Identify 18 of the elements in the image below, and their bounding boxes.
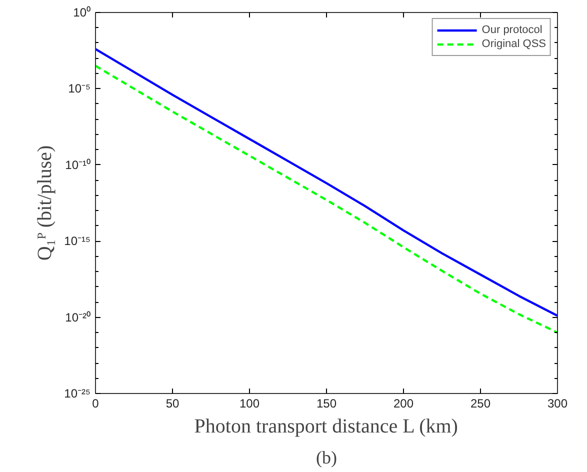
y-tick-label: 10⁻¹⁵ xyxy=(64,234,91,248)
text: (b) xyxy=(316,448,338,468)
x-tick-label: 250 xyxy=(470,396,491,410)
y-axis-title: Q₁ᴾ (bit/pluse) xyxy=(34,145,56,261)
x-tick-label: 300 xyxy=(547,396,568,410)
y-tick-label: 10⁻²⁵ xyxy=(64,386,91,400)
x-tick-label: 200 xyxy=(393,396,414,410)
x-axis-title: Photon transport distance L (km) xyxy=(194,416,458,438)
y-tick-label: 10⁻²⁰ xyxy=(65,310,90,324)
x-tick-label: 0 xyxy=(92,396,100,410)
legend-label: Original QSS xyxy=(482,37,546,51)
x-tick-label: 100 xyxy=(239,396,260,410)
y-tick-label: 10⁰ xyxy=(73,6,91,20)
x-tick-label: 150 xyxy=(316,396,337,410)
legend-label: Our protocol xyxy=(482,23,542,37)
y-tick-label: 10⁻⁵ xyxy=(68,82,91,96)
x-tick-label: 50 xyxy=(166,396,180,410)
y-tick-label: 10⁻¹⁰ xyxy=(65,158,90,172)
